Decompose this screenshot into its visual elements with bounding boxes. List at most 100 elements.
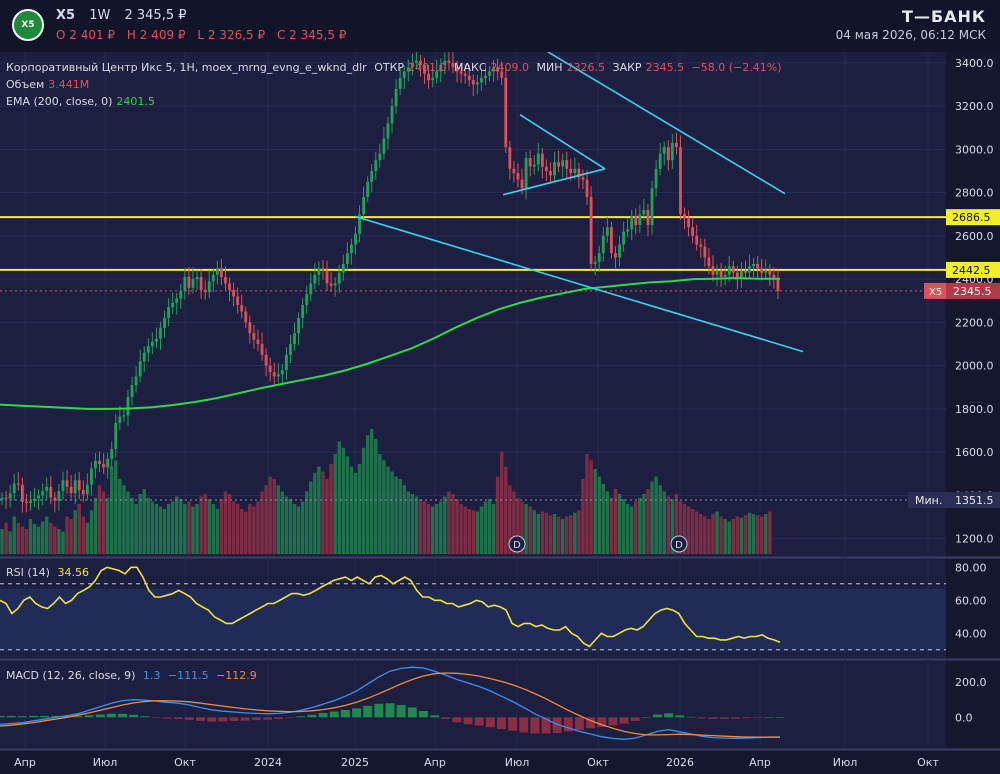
candle-body	[69, 486, 73, 494]
candle-body	[366, 181, 370, 197]
legend-close-value: 2345.5	[645, 61, 685, 74]
volume-bar	[504, 466, 508, 554]
volume-bar	[195, 504, 199, 554]
trendline-2	[519, 114, 606, 170]
rsi-tick-label: 60.00	[955, 594, 987, 607]
symbol-name[interactable]: X5	[56, 8, 76, 23]
candle-body	[224, 276, 227, 284]
chart-background	[0, 52, 1000, 774]
candle-body	[756, 263, 760, 269]
volume-bar	[211, 504, 216, 554]
candle-body	[61, 480, 65, 492]
candle-body	[195, 276, 199, 280]
volume-bar	[252, 506, 256, 554]
candle-body	[459, 71, 463, 74]
candle-body	[622, 231, 626, 245]
volume-bar	[573, 512, 577, 554]
macd-histogram-bar	[329, 711, 339, 718]
candle-body	[719, 270, 723, 277]
last-price: 2 345,5 ₽	[124, 8, 187, 23]
volume-bar	[459, 504, 463, 554]
volume-bar	[138, 494, 142, 554]
macd-histogram-bar	[664, 713, 674, 718]
macd-histogram-bar	[697, 717, 707, 719]
volume-bar	[264, 485, 268, 554]
volume-bar	[650, 481, 654, 554]
macd-histogram-bar	[363, 705, 373, 718]
candle-body	[764, 270, 768, 273]
interval-selector[interactable]: 1W	[89, 8, 111, 23]
candle-body	[77, 480, 81, 491]
volume-bar	[276, 485, 281, 554]
volume-bar	[378, 454, 382, 554]
candle-body	[654, 168, 658, 189]
volume-bar	[8, 531, 12, 554]
candle-body	[159, 327, 162, 339]
time-tick-label: 2024	[254, 756, 282, 769]
candle-body	[146, 346, 150, 353]
candle-body	[211, 274, 215, 282]
candle-body	[85, 484, 89, 495]
candle-body	[309, 283, 313, 295]
candle-body	[435, 71, 439, 78]
ohlc-summary: O 2 401 ₽ H 2 409 ₽ L 2 326,5 ₽ C 2 345,…	[56, 28, 354, 42]
open-value: O 2 401 ₽	[56, 28, 116, 42]
volume-bar	[268, 476, 272, 554]
volume-bar	[455, 499, 459, 554]
volume-bar	[77, 504, 81, 554]
candle-body	[687, 218, 691, 228]
candle-body	[33, 498, 36, 501]
candle-body	[98, 460, 101, 465]
volume-bar	[589, 460, 593, 554]
rsi-value: 34.56	[57, 566, 89, 579]
volume-bar	[101, 491, 106, 554]
candle-body	[593, 261, 597, 264]
macd-histogram-bar	[173, 717, 183, 720]
candle-body	[248, 322, 252, 334]
candle-body	[12, 483, 16, 494]
candle-body	[601, 235, 605, 254]
legend-low-label: МИН	[536, 61, 563, 74]
candle-body	[37, 495, 41, 499]
volume-bar	[422, 501, 427, 554]
volume-bar	[187, 501, 191, 554]
candle-body	[280, 369, 284, 375]
macd-line	[0, 666, 781, 740]
macd-histogram-bar	[496, 717, 506, 730]
macd-histogram-bar	[574, 717, 584, 730]
candle-body	[333, 283, 337, 286]
candle-body	[768, 270, 772, 275]
macd-histogram-bar	[374, 703, 384, 718]
ema-label: EMA (200, close, 0)	[6, 95, 113, 108]
macd-histogram-bar	[630, 717, 640, 721]
macd-histogram-bar	[730, 717, 740, 719]
volume-bar	[114, 460, 118, 554]
last-price-tag	[946, 282, 1000, 299]
candle-body	[410, 62, 414, 68]
volume-bar	[662, 491, 666, 554]
macd-histogram-bar	[541, 717, 551, 734]
macd-histogram-bar	[262, 717, 272, 720]
candle-body	[443, 60, 447, 65]
candle-body	[419, 60, 422, 65]
macd-histogram-bar	[28, 715, 38, 718]
macd-histogram-bar	[196, 717, 206, 721]
macd-histogram-bar	[652, 714, 662, 718]
candle-body	[175, 298, 179, 303]
candle-body	[646, 209, 650, 226]
time-axis-background	[0, 749, 1000, 774]
volume-bar	[317, 466, 321, 554]
candle-body	[516, 173, 520, 180]
macd-histogram-bar	[753, 717, 763, 718]
price-chart[interactable]: 3400.03200.03000.02800.02600.02400.02200…	[0, 52, 1000, 774]
candle-body	[707, 257, 711, 267]
macd-histogram-bar	[17, 716, 27, 718]
macd-histogram-bar	[385, 703, 395, 718]
volume-bar	[434, 504, 439, 554]
macd-histogram-bar	[0, 715, 5, 718]
volume-bar	[244, 511, 248, 554]
volume-bar	[32, 524, 37, 554]
candle-body	[29, 500, 32, 504]
volume-bar	[508, 485, 512, 554]
candle-body	[642, 209, 646, 215]
